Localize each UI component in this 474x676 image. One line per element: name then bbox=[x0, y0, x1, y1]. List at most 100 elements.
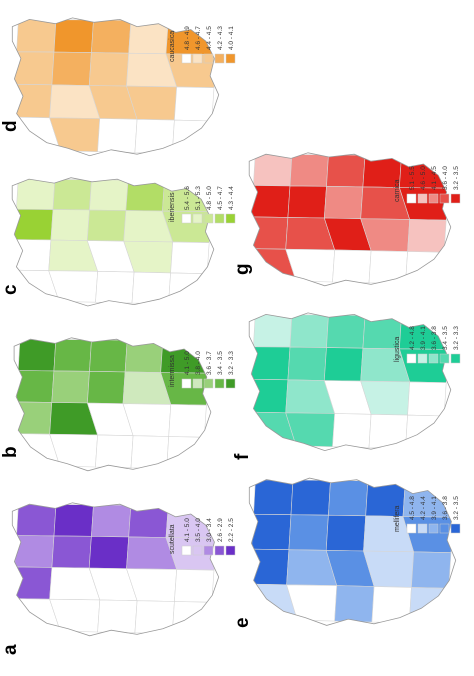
map-region bbox=[97, 599, 138, 634]
legend-label: 3.2 - 3.3 bbox=[453, 326, 460, 350]
choropleth-map bbox=[12, 19, 217, 155]
map-region bbox=[288, 514, 329, 551]
map-region bbox=[332, 413, 372, 448]
map-region bbox=[12, 83, 53, 119]
legend-label: 4.1 - 5.0 bbox=[184, 518, 191, 542]
legend-swatch bbox=[450, 193, 461, 204]
legend-title: scutellata bbox=[169, 524, 176, 554]
panel-letter: g bbox=[232, 263, 253, 275]
map-region bbox=[249, 378, 289, 414]
legend-label: 3.6 - 3.8 bbox=[442, 496, 449, 520]
map-region bbox=[89, 179, 129, 211]
panel-b: intermissa 4.1 - 5.0 3.8 - 4.0 3.6 - 3.7 3.4… bbox=[0, 337, 236, 472]
legend-label: 3.4 - 3.5 bbox=[442, 326, 449, 350]
legend-swatch bbox=[181, 378, 192, 389]
map-region bbox=[49, 117, 101, 153]
map-region bbox=[52, 179, 92, 211]
map-region bbox=[287, 346, 327, 381]
map-region bbox=[286, 584, 338, 622]
panel-letter: a bbox=[0, 644, 21, 655]
legend-label: 3.0 - 3.4 bbox=[206, 518, 213, 542]
map-region bbox=[371, 586, 412, 624]
panel-c: iberiensis 5.4 - 5.6 5.1 - 5.3 4.8 - 5.0 4.5… bbox=[0, 177, 236, 307]
map-region bbox=[91, 504, 132, 538]
legend-label: 3.8 - 4.0 bbox=[195, 351, 202, 375]
country-outline bbox=[11, 177, 215, 307]
map-region bbox=[407, 219, 447, 253]
legend-swatch bbox=[181, 545, 192, 556]
choropleth-map bbox=[249, 153, 449, 285]
map-region bbox=[253, 479, 294, 516]
map-region bbox=[53, 19, 94, 53]
legend-swatch bbox=[406, 523, 417, 534]
legend-swatch bbox=[203, 53, 214, 64]
legend-label: 3.9 - 4.1 bbox=[431, 496, 438, 520]
legend-label: 2.6 - 2.9 bbox=[217, 518, 224, 542]
panel-letter: e bbox=[232, 617, 253, 628]
map-region bbox=[91, 19, 132, 54]
legend-label: 3.9 - 4.1 bbox=[420, 326, 427, 350]
map-region bbox=[16, 178, 56, 210]
map-region bbox=[166, 436, 205, 470]
panel-letter: c bbox=[0, 284, 21, 295]
legend-swatch bbox=[203, 378, 214, 389]
map-region bbox=[134, 118, 175, 154]
map-region bbox=[16, 503, 57, 537]
map-region bbox=[17, 338, 57, 372]
map-region bbox=[16, 19, 57, 53]
map-region bbox=[408, 587, 450, 625]
legend: iberiensis 5.4 - 5.6 5.1 - 5.3 4.8 - 5.0 4.5… bbox=[169, 186, 236, 224]
map-region bbox=[368, 413, 408, 449]
legend-title: caucasica bbox=[169, 31, 176, 62]
map-region bbox=[86, 209, 127, 242]
panel-g: carnica 5.1 - 5.5 4.6 - 5.0 4.1 - 4.5 3.6 - … bbox=[232, 152, 461, 287]
legend-label: 3.5 - 4.0 bbox=[195, 518, 202, 542]
legend-swatch bbox=[450, 523, 461, 534]
legend-label: 3.6 - 3.8 bbox=[431, 326, 438, 350]
choropleth-map bbox=[12, 178, 212, 306]
legend-swatch bbox=[203, 213, 214, 224]
panel-e: mellifera 4.5 - 4.8 4.2 - 4.4 3.9 - 4.1 3.6 … bbox=[232, 477, 461, 628]
map-region bbox=[168, 404, 207, 438]
legend-label: 4.8 - 5.0 bbox=[206, 186, 213, 210]
legend-label: 4.2 - 4.4 bbox=[420, 496, 427, 520]
legend-label: 3.6 - 3.7 bbox=[206, 351, 213, 375]
legend-label: 4.5 - 4.8 bbox=[409, 496, 416, 520]
map-region bbox=[88, 535, 130, 570]
map-region bbox=[405, 414, 445, 450]
map-region bbox=[323, 347, 364, 382]
map-region bbox=[411, 551, 452, 589]
legend: caucasica 4.8 - 4.9 4.6 - 4.7 4.4 - 4.5 4.2 … bbox=[169, 26, 236, 64]
legend-swatch bbox=[192, 378, 203, 389]
legend-swatch bbox=[428, 353, 439, 364]
legend-swatch bbox=[203, 545, 214, 556]
legend: scutellata 4.1 - 5.0 3.5 - 4.0 3.0 - 3.4 2.6… bbox=[169, 518, 236, 556]
map-region bbox=[407, 381, 447, 417]
map-region bbox=[289, 314, 329, 348]
country-outline bbox=[11, 17, 220, 157]
legend-swatch bbox=[406, 353, 417, 364]
map-region bbox=[95, 434, 134, 469]
map-region bbox=[285, 248, 336, 283]
map-region bbox=[89, 339, 128, 373]
map-region bbox=[332, 249, 372, 284]
map-region bbox=[14, 401, 53, 435]
legend-label: 4.6 - 5.0 bbox=[420, 166, 427, 190]
map-region bbox=[49, 433, 98, 468]
map-region bbox=[170, 241, 210, 275]
legend-swatch bbox=[417, 523, 428, 534]
legend: carnica 5.1 - 5.5 4.6 - 5.0 4.1 - 4.5 3.6 - … bbox=[394, 166, 461, 204]
legend-swatch bbox=[439, 193, 450, 204]
legend-label: 4.1 - 4.5 bbox=[431, 166, 438, 190]
legend-title: intermissa bbox=[169, 355, 176, 387]
country-outline bbox=[248, 152, 452, 287]
legend: mellifera 4.5 - 4.8 4.2 - 4.4 3.9 - 4.1 3.6 … bbox=[394, 496, 461, 534]
map-region bbox=[171, 601, 213, 635]
map-region bbox=[171, 119, 213, 155]
legend-swatch bbox=[214, 378, 225, 389]
map-region bbox=[251, 185, 291, 218]
country-outline bbox=[248, 312, 452, 452]
map-region bbox=[326, 314, 366, 349]
legend-swatch bbox=[214, 545, 225, 556]
